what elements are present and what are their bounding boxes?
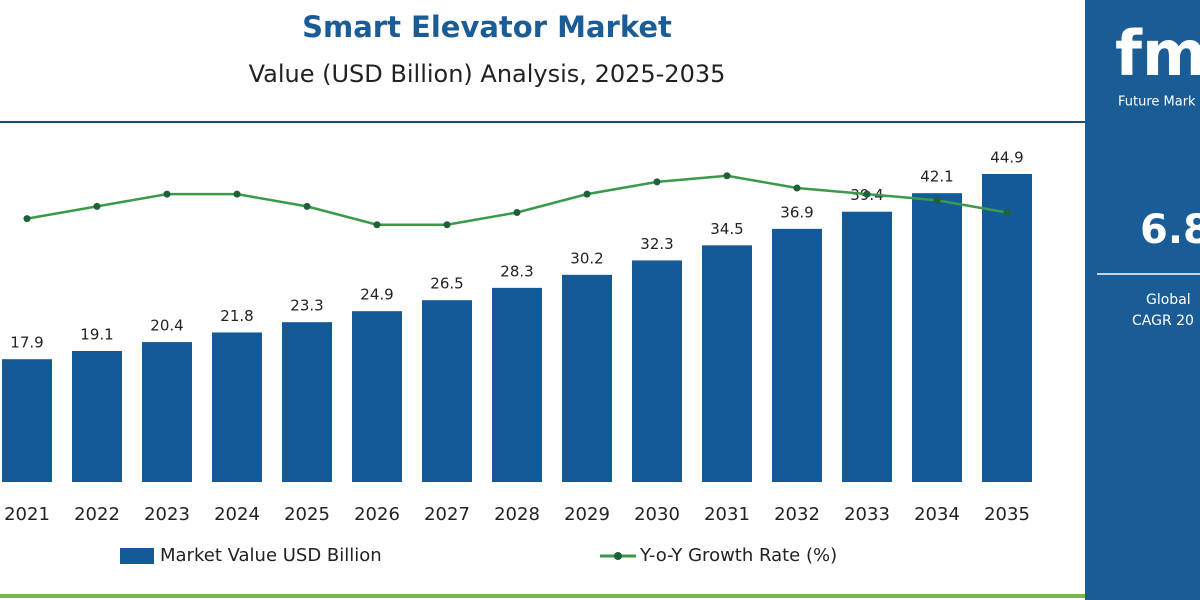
x-tick-label: 2035 xyxy=(984,504,1030,525)
x-tick-label: 2024 xyxy=(214,504,260,525)
x-tick-label: 2033 xyxy=(844,504,890,525)
value-label: 30.2 xyxy=(570,249,603,267)
bar xyxy=(422,300,472,482)
footer-rule xyxy=(0,594,1085,598)
bar xyxy=(772,228,822,482)
chart-subtitle: Value (USD Billion) Analysis, 2025-2035 xyxy=(249,60,726,88)
value-label: 19.1 xyxy=(80,325,113,343)
growth-point xyxy=(23,215,31,223)
cagr-caption: CAGR 20 xyxy=(1132,313,1194,329)
growth-point xyxy=(93,202,101,210)
growth-point xyxy=(513,209,521,216)
x-tick-label: 2030 xyxy=(634,504,680,525)
bar xyxy=(912,193,962,482)
growth-point xyxy=(793,184,801,192)
x-tick-label: 2029 xyxy=(564,504,610,525)
growth-point xyxy=(723,172,731,180)
x-tick-label: 2028 xyxy=(494,504,540,525)
side-panel xyxy=(1085,0,1200,600)
growth-point xyxy=(653,178,661,186)
value-label: 21.8 xyxy=(220,307,253,325)
bar xyxy=(842,211,892,482)
x-tick-label: 2021 xyxy=(4,504,50,525)
bar xyxy=(282,322,332,482)
value-label: 17.9 xyxy=(10,334,43,352)
bar xyxy=(352,311,402,482)
growth-point xyxy=(1003,209,1011,216)
bar xyxy=(212,332,262,482)
bar xyxy=(982,173,1032,482)
value-label: 23.3 xyxy=(290,297,323,315)
value-label: 32.3 xyxy=(640,235,673,253)
bar xyxy=(562,274,612,482)
bar xyxy=(142,342,192,482)
value-label: 26.5 xyxy=(430,275,463,293)
x-tick-label: 2026 xyxy=(354,504,400,525)
bar xyxy=(492,287,542,482)
growth-point xyxy=(863,190,871,198)
value-label: 42.1 xyxy=(920,168,953,186)
growth-point xyxy=(933,196,941,204)
growth-point xyxy=(443,221,451,229)
bar xyxy=(72,350,122,482)
x-tick-label: 2032 xyxy=(774,504,820,525)
growth-point xyxy=(233,190,241,198)
x-tick-label: 2022 xyxy=(74,504,120,525)
legend-swatch xyxy=(120,548,154,564)
value-label: 36.9 xyxy=(780,203,813,221)
legend-swatch xyxy=(614,552,622,560)
value-label: 24.9 xyxy=(360,286,393,304)
x-tick-label: 2031 xyxy=(704,504,750,525)
value-label: 28.3 xyxy=(500,262,533,280)
logo: fmi xyxy=(1115,17,1200,90)
bar xyxy=(702,245,752,482)
legend-label: Market Value USD Billion xyxy=(160,545,382,566)
growth-point xyxy=(303,202,311,210)
value-label: 34.5 xyxy=(710,220,743,238)
x-tick-label: 2023 xyxy=(144,504,190,525)
cagr-caption: Global xyxy=(1146,292,1191,308)
growth-point xyxy=(373,221,381,229)
value-label: 44.9 xyxy=(990,148,1023,166)
x-tick-label: 2034 xyxy=(914,504,960,525)
brand: Future Mark xyxy=(1118,95,1196,110)
x-tick-label: 2025 xyxy=(284,504,330,525)
value-label: 20.4 xyxy=(150,317,183,335)
x-tick-label: 2027 xyxy=(424,504,470,525)
cagr-value: 6.8 xyxy=(1140,207,1200,253)
bar xyxy=(2,359,52,482)
legend-label: Y-o-Y Growth Rate (%) xyxy=(639,545,837,566)
growth-point xyxy=(163,190,171,198)
bar xyxy=(632,260,682,482)
chart-title: Smart Elevator Market xyxy=(302,10,672,44)
growth-point xyxy=(583,190,591,198)
